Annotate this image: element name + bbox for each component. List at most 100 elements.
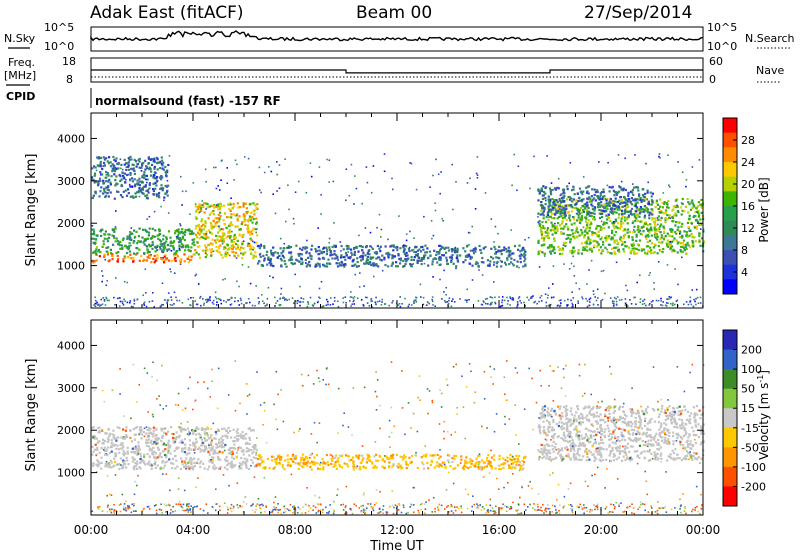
power-cell	[610, 211, 613, 214]
power-cell	[105, 157, 108, 160]
power-noise-cell	[646, 228, 648, 231]
power-cell	[634, 198, 637, 201]
velocity-cell	[523, 461, 526, 464]
velocity-cell	[212, 448, 215, 451]
velocity-cell	[517, 460, 520, 463]
velocity-cell	[214, 452, 217, 455]
power-cell	[240, 246, 243, 249]
power-cell	[559, 248, 562, 251]
power-cell	[622, 187, 625, 190]
power-noise-cell	[125, 166, 128, 168]
power-cell	[629, 250, 632, 253]
power-cell	[478, 244, 481, 248]
power-cell	[427, 256, 430, 259]
power-noise-cell	[215, 304, 218, 306]
power-cell	[184, 249, 187, 252]
power-noise-cell	[611, 302, 614, 304]
power-noise-cell	[455, 181, 457, 183]
power-cell	[569, 241, 572, 244]
power-noise-cell	[192, 182, 195, 184]
power-cell	[103, 254, 106, 257]
power-cell	[263, 257, 266, 260]
velocity-cell	[321, 457, 324, 460]
power-cell	[178, 240, 181, 243]
velocity-cell	[108, 435, 111, 438]
velocity-cell	[248, 436, 251, 439]
velocity-cell	[193, 442, 196, 445]
power-cell	[498, 257, 501, 260]
power-cell	[578, 187, 582, 190]
power-noise-cell	[519, 300, 521, 302]
power-cell	[579, 206, 582, 210]
power-cell	[623, 228, 626, 231]
velocity-cell	[116, 463, 119, 466]
power-cell	[682, 247, 686, 250]
power-cell	[622, 248, 625, 251]
velocity-cell	[130, 450, 133, 454]
power-cell	[333, 244, 336, 247]
velocity-cell	[209, 460, 213, 463]
power-cell	[562, 196, 565, 199]
power-cell	[169, 241, 172, 244]
velocity-cell	[210, 434, 213, 437]
power-noise-cell	[653, 288, 655, 290]
power-cell	[537, 189, 540, 192]
power-cell	[162, 161, 165, 164]
power-cell	[557, 202, 560, 205]
power-cell	[651, 200, 654, 203]
power-cell	[254, 228, 257, 231]
power-cell	[472, 252, 476, 255]
power-cell	[626, 203, 629, 206]
velocity-cell	[408, 456, 411, 459]
power-noise-cell	[501, 301, 503, 304]
power-cell	[560, 215, 563, 218]
velocity-cell	[278, 454, 281, 457]
power-cell	[152, 182, 155, 185]
power-cell	[426, 247, 429, 250]
power-cell	[537, 252, 540, 255]
power-cell	[356, 260, 359, 264]
power-cell	[405, 259, 408, 263]
power-cell	[217, 239, 220, 242]
power-cell	[156, 244, 159, 247]
power-cell	[681, 234, 684, 237]
velocity-cell	[358, 466, 362, 469]
power-cell	[181, 235, 184, 238]
power-cell	[144, 159, 147, 162]
power-cell	[359, 256, 362, 259]
power-cell	[562, 232, 565, 235]
power-noise-cell	[205, 233, 207, 235]
power-cell	[249, 218, 252, 221]
power-cell	[700, 211, 703, 214]
velocity-cell	[132, 457, 135, 460]
power-cell	[565, 223, 568, 226]
power-noise-cell	[578, 288, 581, 290]
power-cell	[632, 193, 635, 196]
power-cell	[141, 236, 144, 239]
power-cell	[161, 189, 164, 192]
velocity-cell	[463, 464, 466, 468]
velocity-cell	[194, 445, 197, 448]
power-noise-cell	[613, 303, 615, 305]
power-cell	[638, 239, 642, 242]
power-cell	[121, 196, 124, 199]
velocity-cell	[480, 466, 483, 469]
power-cell	[524, 257, 527, 260]
power-noise-cell	[212, 250, 215, 252]
power-noise-cell	[105, 284, 108, 287]
velocity-cell	[125, 456, 128, 459]
velocity-cell	[248, 427, 251, 430]
power-cell	[632, 199, 635, 202]
power-cell	[232, 202, 235, 205]
power-cell	[323, 246, 326, 249]
power-cell	[582, 209, 585, 212]
power-cell	[204, 225, 207, 228]
power-noise-cell	[339, 241, 342, 243]
power-noise-cell	[662, 301, 664, 303]
power-ytick-label: 2000	[57, 217, 85, 230]
velocity-cell	[131, 440, 134, 443]
power-cell	[272, 264, 275, 268]
power-noise-cell	[140, 170, 143, 172]
power-cell	[442, 254, 445, 257]
power-noise-cell	[325, 298, 328, 301]
